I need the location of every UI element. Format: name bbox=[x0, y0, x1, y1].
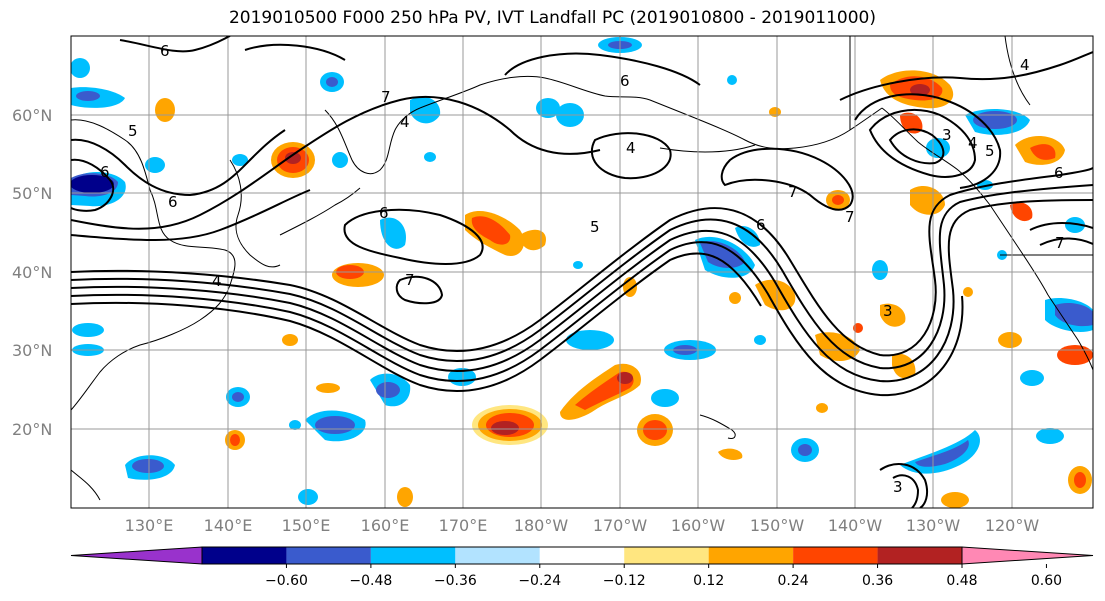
lon-label: 130°E bbox=[125, 516, 174, 535]
colorbar-segment bbox=[455, 547, 540, 564]
colorbar-segment bbox=[202, 547, 287, 564]
colorbar-tick-label: 0.24 bbox=[778, 573, 809, 589]
lat-label: 60°N bbox=[12, 106, 52, 125]
colorbar-tick-label: −0.48 bbox=[349, 573, 392, 589]
map-frame bbox=[70, 35, 1094, 509]
contour-label: 4 bbox=[400, 113, 410, 131]
colorbar-tick-label: 0.48 bbox=[946, 573, 977, 589]
contour-label: 7 bbox=[1055, 234, 1065, 252]
colorbar-segment bbox=[624, 547, 709, 564]
lon-label: 120°W bbox=[985, 516, 1040, 535]
colorbar-segment bbox=[708, 547, 794, 564]
lon-label: 150°E bbox=[282, 516, 331, 535]
contour-label: 7 bbox=[845, 208, 855, 226]
contour-label: 5 bbox=[985, 142, 995, 160]
map-content: 6 7 5 6 6 6 4 7 6 5 4 7 6 3 4 5 6 7 4 3 … bbox=[71, 36, 1093, 508]
contour-label: 4 bbox=[212, 272, 222, 290]
lon-label: 140°W bbox=[828, 516, 883, 535]
contour-label: 4 bbox=[1020, 56, 1030, 74]
colorbar-extend-low bbox=[70, 546, 203, 565]
longitude-labels: 130°E 140°E 150°E 160°E 170°E 180°W 170°… bbox=[125, 516, 1040, 535]
contour-label: 5 bbox=[590, 218, 600, 236]
contour-label: 4 bbox=[968, 134, 978, 152]
lon-label: 150°W bbox=[750, 516, 805, 535]
colorbar-extend-high bbox=[961, 546, 1094, 565]
colorbar-segment bbox=[793, 547, 878, 564]
colorbar-tick-label: −0.24 bbox=[518, 573, 561, 589]
colorbar-tick-label: −0.12 bbox=[603, 573, 646, 589]
colorbar-tick-label: −0.60 bbox=[265, 573, 308, 589]
lat-label: 50°N bbox=[12, 184, 52, 203]
gridlines bbox=[71, 36, 1093, 508]
lon-label: 130°W bbox=[906, 516, 961, 535]
ivt-contours bbox=[71, 36, 1093, 508]
contour-label: 6 bbox=[620, 72, 630, 90]
lon-label: 170°W bbox=[593, 516, 648, 535]
contour-label: 3 bbox=[883, 302, 893, 320]
colorbar-segment bbox=[539, 547, 625, 564]
colorbar-tick-label: 0.60 bbox=[1031, 573, 1062, 589]
lon-label: 160°E bbox=[361, 516, 410, 535]
contour-label: 4 bbox=[626, 139, 636, 157]
colorbar-segment bbox=[286, 547, 371, 564]
colorbar-tick-label: 0.12 bbox=[693, 573, 724, 589]
contour-label: 7 bbox=[381, 88, 391, 106]
lon-label: 170°E bbox=[439, 516, 488, 535]
contour-label: 7 bbox=[405, 271, 415, 289]
colorbar-outline bbox=[201, 546, 963, 565]
colorbar-segment bbox=[877, 547, 962, 564]
map-title: 2019010500 F000 250 hPa PV, IVT Landfall… bbox=[228, 8, 876, 28]
contour-label: 6 bbox=[756, 216, 766, 234]
colorbar-segment bbox=[370, 547, 456, 564]
contour-label: 3 bbox=[942, 126, 952, 144]
colorbar-tick-label: −0.36 bbox=[434, 573, 477, 589]
contour-label: 7 bbox=[788, 183, 798, 201]
latitude-labels: 60°N 50°N 40°N 30°N 20°N bbox=[12, 106, 52, 439]
lat-label: 20°N bbox=[12, 420, 52, 439]
contour-label: 6 bbox=[100, 163, 110, 181]
lat-label: 40°N bbox=[12, 263, 52, 282]
colorbar-tick-label: 0.36 bbox=[862, 573, 893, 589]
lat-label: 30°N bbox=[12, 341, 52, 360]
colorbar: −0.60 −0.48 −0.36 −0.24 −0.12 0.12 0.24 0.36 0.4… bbox=[70, 546, 1094, 589]
contour-label: 6 bbox=[160, 42, 170, 60]
contour-label: 6 bbox=[168, 193, 178, 211]
pv-shading bbox=[71, 37, 1093, 508]
contour-label: 6 bbox=[379, 204, 389, 222]
contour-label: 3 bbox=[893, 478, 903, 496]
contour-labels: 6 7 5 6 6 6 4 7 6 5 4 7 6 3 4 5 6 7 4 3 … bbox=[100, 42, 1065, 496]
contour-label: 6 bbox=[1054, 164, 1064, 182]
contour-label: 5 bbox=[128, 122, 138, 140]
lon-label: 140°E bbox=[204, 516, 253, 535]
lon-label: 180°W bbox=[514, 516, 569, 535]
lon-label: 160°W bbox=[671, 516, 726, 535]
